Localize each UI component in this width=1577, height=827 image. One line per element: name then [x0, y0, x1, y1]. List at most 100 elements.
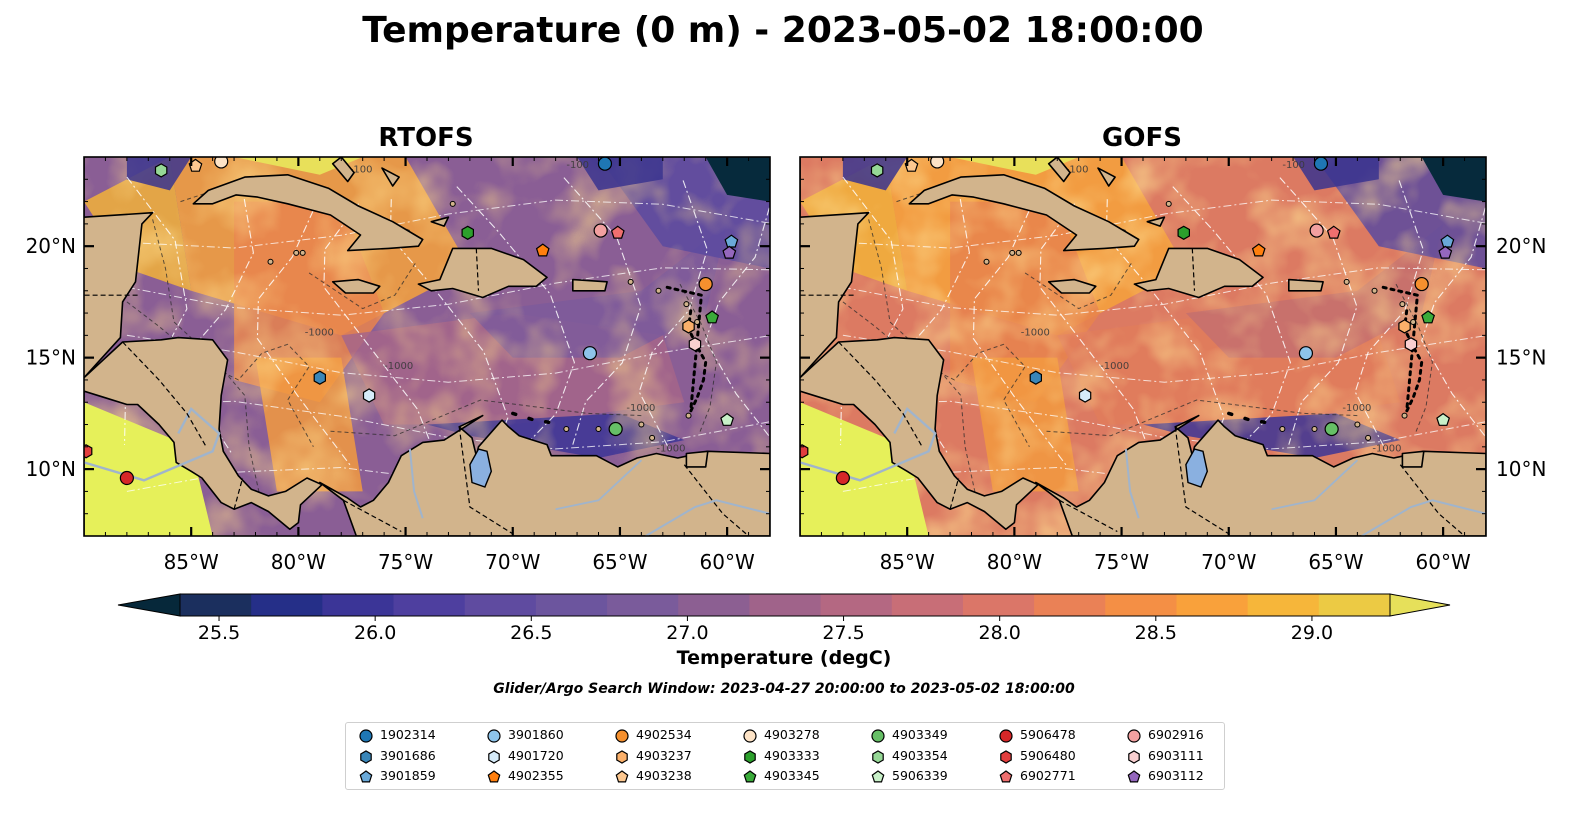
legend-label: 4903238	[636, 768, 692, 783]
svg-text:-1000: -1000	[1021, 327, 1050, 338]
float-marker-6902771	[610, 225, 625, 239]
map-panel-rtofs: -1000 -1000 -1000 -100 -100 -1000	[84, 157, 770, 536]
lon-tick-label: 80°W	[987, 550, 1042, 574]
lon-tick-label: 75°W	[1094, 550, 1149, 574]
legend-marker-icon	[359, 729, 373, 743]
float-marker-3901860	[1298, 346, 1314, 361]
legend-marker-icon	[743, 729, 757, 743]
legend-label: 5906480	[1020, 747, 1076, 763]
legend-marker-icon	[871, 770, 885, 783]
float-marker-4902534	[1414, 276, 1429, 292]
lon-tick-label: 60°W	[1416, 550, 1471, 574]
float-marker-3901859	[724, 234, 739, 248]
legend-label: 5906339	[892, 768, 948, 783]
lon-tick-label: 85°W	[164, 550, 219, 574]
float-marker-6903112	[722, 245, 737, 259]
legend-marker-icon	[615, 770, 629, 783]
float-marker-4901720	[1078, 388, 1092, 403]
legend-label: 5906478	[1020, 727, 1076, 742]
colorbar-tick-label: 27.0	[666, 622, 708, 644]
legend-marker-icon	[488, 749, 500, 764]
float-marker-4903237	[1398, 319, 1411, 334]
svg-text:-100: -100	[1282, 160, 1305, 171]
legend-label: 4903349	[892, 727, 948, 742]
colorbar-tick-label: 28.0	[979, 622, 1021, 644]
float-marker-5906480	[800, 444, 809, 459]
float-marker-3901860	[582, 346, 598, 361]
svg-text:-1000: -1000	[656, 443, 685, 454]
float-marker-4903237	[682, 319, 695, 334]
lon-tick-label: 70°W	[485, 550, 540, 574]
svg-text:-100: -100	[350, 165, 373, 176]
float-marker-6903111	[688, 337, 702, 352]
legend-marker-icon	[487, 729, 501, 743]
float-marker-4903354	[154, 163, 168, 178]
lon-tick-label: 85°W	[880, 550, 935, 574]
float-marker-4903333	[1177, 225, 1191, 240]
figure-title: Temperature (0 m) - 2023-05-02 18:00:00	[362, 10, 1203, 51]
lon-tick-label: 70°W	[1201, 550, 1256, 574]
legend-label: 6903111	[1148, 747, 1204, 763]
svg-text:-1000: -1000	[1100, 361, 1129, 372]
float-marker-3901859	[1440, 234, 1455, 248]
legend-marker-icon	[359, 770, 373, 783]
svg-text:-1000: -1000	[1372, 443, 1401, 454]
legend-marker-icon	[616, 749, 628, 764]
panel-title-gofs: GOFS	[1102, 123, 1182, 153]
search-window-caption: Glider/Argo Search Window: 2023-04-27 20…	[493, 681, 1075, 697]
float-marker-5906339	[1436, 412, 1451, 426]
float-marker-1902314	[597, 157, 613, 171]
lat-tick-label: 20°N	[1496, 234, 1546, 258]
lon-tick-label: 80°W	[271, 550, 326, 574]
legend-marker-icon	[871, 729, 885, 743]
svg-text:-100: -100	[566, 160, 589, 171]
colorbar: 25.5 26.0 26.5 27.0 27.5 28.0 28.5 29.0	[117, 593, 1451, 644]
legend-label: 4903354	[892, 747, 948, 763]
lon-tick-label: 65°W	[592, 550, 647, 574]
float-marker-4903345	[1421, 310, 1436, 324]
float-marker-4903354	[870, 163, 884, 178]
float-marker-6903111	[1404, 337, 1418, 352]
legend-label: 6902771	[1020, 768, 1076, 783]
legend-marker-icon	[999, 729, 1013, 743]
lon-tick-label: 65°W	[1308, 550, 1363, 574]
legend-marker-icon	[872, 749, 884, 764]
svg-text:-1000: -1000	[384, 361, 413, 372]
svg-text:-1000: -1000	[305, 327, 334, 338]
float-marker-5906478	[119, 470, 134, 486]
colorbar-tick-label: 26.5	[510, 622, 552, 644]
float-marker-5906478	[835, 470, 850, 486]
legend-label: 4903345	[764, 768, 820, 783]
legend-marker-icon	[1127, 770, 1141, 783]
lat-tick-label: 10°N	[26, 457, 76, 481]
lon-tick-label: 75°W	[378, 550, 433, 574]
float-marker-3901686	[313, 370, 326, 385]
lat-tick-label: 15°N	[26, 346, 76, 370]
colorbar-tick-label: 28.5	[1135, 622, 1177, 644]
legend-label: 4903278	[764, 727, 820, 742]
legend-marker-icon	[744, 749, 756, 764]
float-marker-4903278	[930, 157, 945, 169]
float-marker-4902355	[1251, 243, 1266, 257]
legend-label: 6902916	[1148, 727, 1204, 742]
legend-marker-icon	[743, 770, 757, 783]
legend-label: 1902314	[380, 727, 436, 742]
colorbar-tick-label: 25.5	[198, 622, 240, 644]
map-panel-gofs: -1000 -1000 -1000 -100 -100 -1000	[800, 157, 1486, 536]
float-marker-4903333	[461, 225, 474, 240]
legend-label: 3901859	[380, 768, 436, 783]
legend-label: 4902355	[508, 768, 564, 783]
colorbar-tick-label: 26.0	[354, 622, 396, 644]
float-marker-4903349	[1324, 421, 1339, 437]
legend-label: 3901860	[508, 727, 564, 742]
legend-label: 4903237	[636, 747, 692, 763]
legend-marker-icon	[1128, 749, 1140, 764]
lat-tick-label: 10°N	[1496, 457, 1546, 481]
float-marker-5906339	[720, 412, 735, 426]
legend-marker-icon	[1127, 729, 1141, 743]
lat-tick-label: 20°N	[26, 234, 76, 258]
legend-marker-icon	[487, 770, 501, 783]
float-legend: 1902314 3901686 3901859 3901860 4901720 49023…	[345, 722, 1225, 790]
float-marker-4903345	[705, 310, 720, 324]
